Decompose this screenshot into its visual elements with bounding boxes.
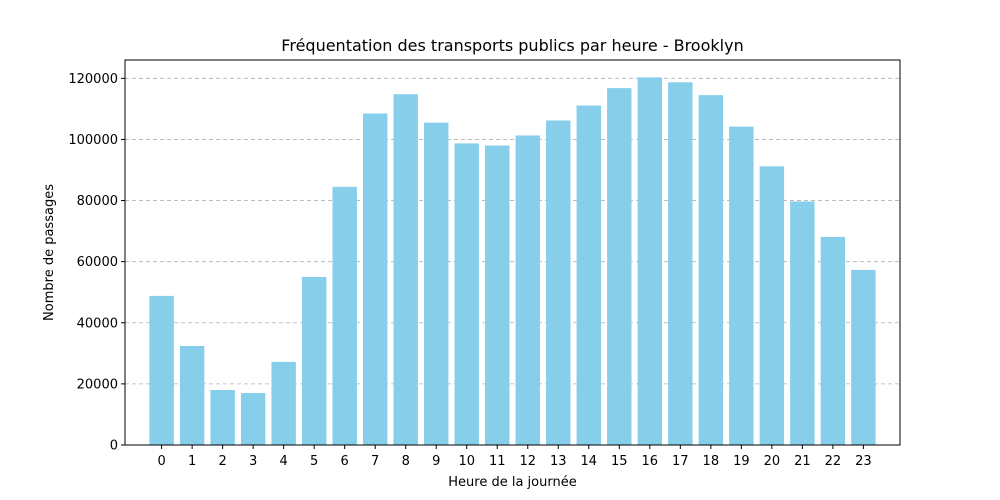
y-tick-label: 0 bbox=[110, 439, 118, 454]
x-tick-label: 21 bbox=[794, 454, 811, 469]
x-tick-label: 16 bbox=[642, 454, 659, 469]
x-tick-label: 20 bbox=[764, 454, 781, 469]
x-tick-label: 10 bbox=[458, 454, 475, 469]
bar-hour-12 bbox=[515, 135, 540, 445]
chart-title: Fréquentation des transports publics par… bbox=[281, 36, 743, 55]
x-tick-label: 12 bbox=[519, 454, 536, 469]
x-axis-label: Heure de la journée bbox=[448, 475, 576, 490]
bar-hour-0 bbox=[149, 295, 174, 445]
x-tick-label: 2 bbox=[218, 454, 226, 469]
y-tick-label: 80000 bbox=[77, 194, 118, 209]
x-tick-label: 7 bbox=[371, 454, 379, 469]
bar-hour-20 bbox=[759, 166, 785, 446]
bar-hour-14 bbox=[576, 105, 601, 446]
bar-hour-9 bbox=[424, 122, 449, 445]
bar-hour-18 bbox=[698, 95, 724, 445]
x-tick-label: 17 bbox=[672, 454, 689, 469]
bar-hour-17 bbox=[668, 82, 693, 446]
bar-hour-2 bbox=[210, 390, 235, 445]
bar-hour-4 bbox=[271, 361, 296, 445]
x-tick-label: 6 bbox=[341, 454, 349, 469]
x-tick-label: 3 bbox=[249, 454, 257, 469]
bar-hour-11 bbox=[485, 145, 510, 446]
bar-hour-6 bbox=[332, 186, 357, 446]
x-axis: 0 1 2 3 4 5 6 7 8 9 10 11 12 13 14 15 16 17 18 19 20 21 22 23 bbox=[157, 445, 872, 469]
bar-hour-13 bbox=[546, 120, 571, 445]
x-tick-label: 19 bbox=[733, 454, 750, 469]
x-tick-label: 22 bbox=[825, 454, 842, 469]
y-axis-label: Nombre de passages bbox=[42, 184, 57, 321]
bar-hour-15 bbox=[607, 88, 632, 445]
y-tick-label: 40000 bbox=[77, 316, 118, 331]
x-tick-label: 15 bbox=[611, 454, 628, 469]
x-tick-label: 9 bbox=[432, 454, 440, 469]
bar-hour-10 bbox=[454, 143, 479, 445]
bar-hour-22 bbox=[820, 236, 846, 445]
x-tick-label: 14 bbox=[581, 454, 598, 469]
bar-hour-1 bbox=[179, 346, 205, 445]
x-tick-label: 23 bbox=[855, 454, 872, 469]
y-tick-label: 100000 bbox=[68, 133, 118, 148]
x-tick-label: 5 bbox=[310, 454, 318, 469]
x-tick-label: 8 bbox=[402, 454, 410, 469]
bar-hour-23 bbox=[851, 269, 876, 445]
x-tick-label: 18 bbox=[703, 454, 720, 469]
bar-hour-5 bbox=[301, 276, 327, 445]
y-tick-label: 60000 bbox=[77, 255, 118, 270]
bar-hour-21 bbox=[790, 201, 815, 445]
bars bbox=[149, 77, 876, 446]
bar-hour-8 bbox=[393, 94, 418, 445]
y-axis: 0 20000 40000 60000 80000 100000 120000 bbox=[68, 72, 125, 454]
x-tick-label: 11 bbox=[489, 454, 506, 469]
x-tick-label: 1 bbox=[188, 454, 196, 469]
bar-hour-3 bbox=[240, 393, 266, 445]
plot-frame bbox=[124, 59, 901, 446]
bar-hour-16 bbox=[637, 77, 663, 446]
y-tick-label: 20000 bbox=[77, 377, 118, 392]
x-tick-label: 13 bbox=[550, 454, 567, 469]
bar-hour-7 bbox=[362, 113, 388, 445]
x-tick-label: 0 bbox=[157, 454, 165, 469]
x-tick-label: 4 bbox=[280, 454, 288, 469]
y-tick-label: 120000 bbox=[68, 72, 118, 87]
bar-hour-19 bbox=[729, 126, 754, 445]
